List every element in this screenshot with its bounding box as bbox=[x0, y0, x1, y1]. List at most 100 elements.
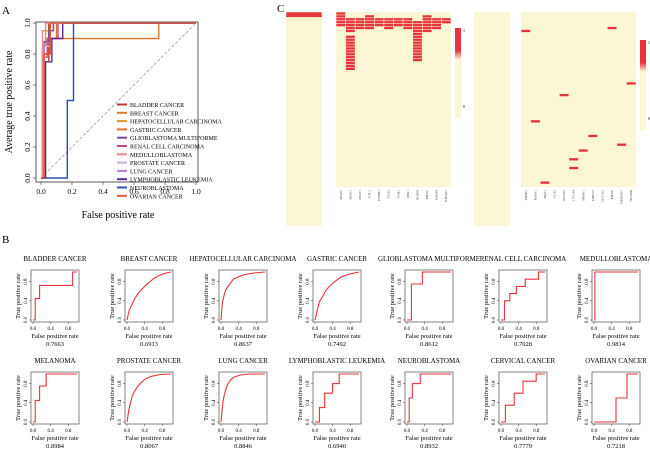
auc-value: 0.7492 bbox=[328, 341, 346, 348]
x-tick-label: 0.8 bbox=[626, 429, 633, 434]
y-axis-label: True positive rate bbox=[483, 375, 490, 421]
heatmap-cell bbox=[345, 67, 355, 71]
subplot-title: LUNG CANCER bbox=[218, 357, 268, 365]
heatmap-cell bbox=[393, 23, 403, 27]
heatmap-background bbox=[336, 12, 451, 187]
x-axis-label: False positive rate bbox=[82, 210, 155, 221]
y-tick-label: 0.4 bbox=[24, 399, 29, 406]
x-tick-label: 0.8 bbox=[347, 429, 354, 434]
heatmap-cell bbox=[422, 29, 432, 33]
x-tick-label: 0.0 bbox=[312, 429, 319, 434]
x-tick-label: 0.8 bbox=[439, 429, 446, 434]
x-tick-label: 0.8 bbox=[253, 429, 260, 434]
y-tick-label: 0.0 bbox=[585, 418, 590, 425]
heatmap-column-label: CCT2 bbox=[553, 190, 557, 199]
color-legend: 10 bbox=[455, 28, 465, 118]
heatmap-cell bbox=[412, 32, 422, 36]
heatmap-column-label: NOP58 bbox=[416, 190, 420, 200]
x-tick-label: 0.0 bbox=[124, 429, 131, 434]
heatmap-cell bbox=[403, 26, 413, 30]
heatmap-cell bbox=[412, 56, 422, 59]
heatmap-cell bbox=[365, 15, 375, 18]
y-tick-label: 0.0 bbox=[24, 418, 29, 425]
heatmap-background bbox=[474, 12, 510, 226]
heatmap-column-label: FTL1 bbox=[368, 190, 372, 198]
y-tick-label: 0.4 bbox=[306, 399, 311, 406]
y-tick-label: 0.4 bbox=[492, 399, 497, 406]
x-tick-label: 0.4 bbox=[608, 429, 615, 434]
y-tick-label: 0.0 bbox=[398, 316, 403, 323]
heatmap-panel: SRSF2 SRSF1 CELF1 FTL1 PSMB1 CCT2 TSN1 DSS1 NOP5… bbox=[286, 12, 650, 226]
y-tick-label: 0.8 bbox=[306, 380, 311, 387]
heatmap-cell bbox=[355, 21, 365, 24]
x-axis-label: False positive rate bbox=[313, 333, 360, 340]
heatmap-cell bbox=[365, 26, 375, 30]
subplot-frame bbox=[30, 371, 80, 425]
heatmap-cell bbox=[345, 26, 355, 30]
heatmap-cell bbox=[412, 53, 422, 56]
y-axis-label: True positive rate bbox=[483, 273, 490, 319]
y-tick-label: 0.4 bbox=[212, 297, 217, 304]
subplot-title: LYMPHOBLASTIC LEUKEMIA bbox=[289, 357, 385, 365]
color-legend: 10 bbox=[640, 40, 650, 130]
subplot-frame bbox=[404, 371, 454, 425]
y-axis-label: True positive rate bbox=[297, 273, 304, 319]
roc-curve bbox=[594, 271, 638, 321]
y-tick-label: 0.0 bbox=[492, 418, 497, 425]
y-tick-label: 0.8 bbox=[306, 278, 311, 285]
x-tick-label: 0.0 bbox=[218, 429, 225, 434]
heatmap-cell bbox=[345, 35, 355, 38]
heatmap-cell bbox=[578, 149, 588, 152]
heatmap-cell bbox=[412, 47, 422, 50]
heatmap-cell bbox=[412, 44, 422, 47]
subplot-title: BLADDER CANCER bbox=[23, 255, 87, 263]
x-tick-label: 0.0 bbox=[30, 327, 37, 332]
roc-curve bbox=[33, 373, 77, 423]
heatmap-cell bbox=[432, 18, 442, 21]
y-tick-label: 0.0 bbox=[492, 316, 497, 323]
y-axis-label: True positive rate bbox=[15, 273, 22, 319]
heatmap-cell bbox=[345, 47, 355, 50]
x-tick-label: 0.4 bbox=[235, 327, 242, 332]
heatmap-column-label: EIF4A bbox=[610, 189, 614, 199]
x-tick-label: 0.4 bbox=[141, 429, 148, 434]
y-tick-label: 0.0 bbox=[118, 316, 123, 323]
heatmap-column-label: HAS1 bbox=[543, 190, 547, 199]
auc-value: 0.9814 bbox=[607, 341, 626, 348]
y-tick-label: 0.8 bbox=[492, 278, 497, 285]
subplot-frame bbox=[218, 371, 268, 425]
heatmap-cell bbox=[374, 23, 384, 27]
heatmap-cell bbox=[422, 18, 432, 21]
heatmap-column-label: TSN1 bbox=[396, 190, 400, 198]
auc-value: 0.7218 bbox=[607, 443, 625, 450]
x-axis-label: False positive rate bbox=[219, 435, 266, 442]
heatmap-column-label: CCT2 bbox=[387, 190, 391, 199]
y-tick-label: 0.8 bbox=[398, 380, 403, 387]
y-tick-label: 0.4 bbox=[23, 111, 32, 121]
heatmap-cell bbox=[422, 23, 432, 27]
auc-value: 0.8612 bbox=[420, 341, 438, 348]
y-tick-label: 0.8 bbox=[212, 278, 217, 285]
roc-curve bbox=[501, 373, 545, 423]
heatmap-cell bbox=[412, 41, 422, 44]
y-axis-label: True positive rate bbox=[297, 375, 304, 421]
auc-value: 0.8846 bbox=[234, 443, 253, 450]
x-axis-label: False positive rate bbox=[405, 435, 452, 442]
subplot-title: MELANOMA bbox=[34, 357, 75, 365]
heatmap-cell bbox=[286, 12, 322, 18]
auc-value: 0.6913 bbox=[140, 341, 158, 348]
y-tick-label: 0.8 bbox=[212, 380, 217, 387]
x-tick-label: 0.0 bbox=[30, 429, 37, 434]
legend: BLADDER CANCER BREAST CANCER HEPATOCELLULA… bbox=[117, 103, 223, 200]
heatmap-cell bbox=[345, 61, 355, 65]
x-tick-label: 1.0 bbox=[191, 187, 201, 196]
x-tick-label: 0.4 bbox=[329, 429, 336, 434]
roc-curve bbox=[220, 373, 265, 423]
heatmap-cell bbox=[569, 158, 579, 161]
x-tick-label: 0.0 bbox=[591, 327, 598, 332]
x-tick-label: 0.8 bbox=[533, 327, 540, 332]
